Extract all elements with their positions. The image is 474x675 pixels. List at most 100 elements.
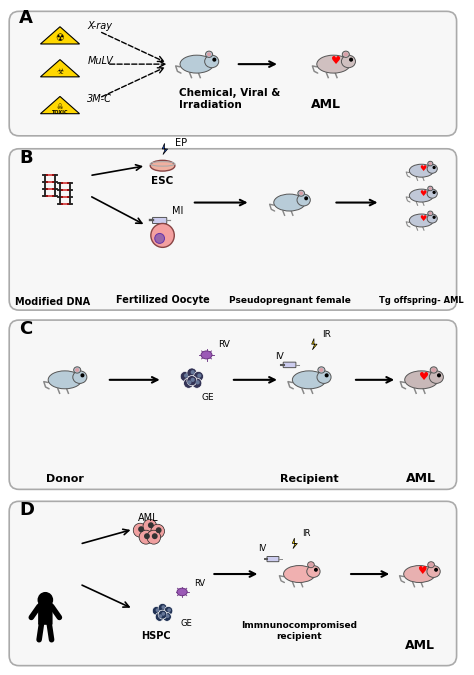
Circle shape (187, 368, 197, 378)
FancyBboxPatch shape (38, 603, 53, 625)
Text: IV: IV (258, 544, 266, 553)
Ellipse shape (428, 162, 432, 165)
Circle shape (139, 530, 153, 544)
Ellipse shape (48, 371, 82, 389)
Ellipse shape (427, 214, 438, 223)
Circle shape (158, 603, 167, 612)
Ellipse shape (427, 189, 438, 198)
Text: Modified DNA: Modified DNA (15, 297, 90, 307)
Ellipse shape (317, 55, 350, 73)
Text: HSPC: HSPC (141, 630, 171, 641)
Circle shape (167, 608, 171, 612)
FancyBboxPatch shape (267, 556, 279, 562)
Text: ☠: ☠ (57, 104, 63, 110)
Text: Fertilized Oocyte: Fertilized Oocyte (116, 295, 210, 305)
Text: GE: GE (201, 393, 214, 402)
Circle shape (155, 612, 164, 621)
Polygon shape (292, 538, 297, 549)
Circle shape (166, 614, 170, 618)
Ellipse shape (297, 194, 310, 206)
Text: AML: AML (138, 513, 159, 523)
Ellipse shape (428, 161, 433, 166)
Ellipse shape (344, 52, 348, 56)
Circle shape (435, 568, 438, 571)
Text: MI: MI (173, 205, 184, 215)
Text: Tg offspring- AML: Tg offspring- AML (379, 296, 464, 305)
Text: ☣: ☣ (56, 67, 64, 76)
Polygon shape (162, 143, 168, 155)
Ellipse shape (428, 211, 433, 215)
Polygon shape (40, 59, 80, 77)
Circle shape (164, 606, 173, 616)
Polygon shape (311, 339, 317, 350)
Ellipse shape (430, 367, 437, 373)
Text: GE: GE (180, 619, 192, 628)
Ellipse shape (410, 164, 434, 177)
Circle shape (147, 530, 161, 544)
Ellipse shape (431, 368, 436, 372)
Text: Chemical, Viral &
Irradiation: Chemical, Viral & Irradiation (179, 88, 281, 110)
Circle shape (192, 378, 202, 388)
Circle shape (37, 592, 53, 608)
Circle shape (191, 378, 195, 382)
Circle shape (155, 234, 164, 244)
FancyBboxPatch shape (9, 320, 456, 489)
Circle shape (305, 197, 308, 200)
Ellipse shape (405, 371, 438, 389)
Circle shape (193, 371, 203, 381)
Ellipse shape (427, 164, 438, 173)
Ellipse shape (283, 566, 315, 583)
Text: TOXIC: TOXIC (52, 111, 68, 115)
Circle shape (325, 374, 328, 377)
Ellipse shape (309, 563, 313, 566)
Ellipse shape (317, 371, 331, 383)
Circle shape (152, 533, 158, 539)
Ellipse shape (177, 588, 187, 595)
Circle shape (184, 373, 188, 378)
Text: A: A (19, 9, 33, 27)
Ellipse shape (206, 51, 212, 57)
Circle shape (158, 610, 167, 619)
Text: Recipient: Recipient (280, 475, 338, 485)
Text: RV: RV (194, 579, 205, 588)
Circle shape (433, 167, 435, 169)
Ellipse shape (201, 351, 212, 359)
FancyBboxPatch shape (153, 217, 167, 223)
Ellipse shape (180, 55, 213, 73)
FancyBboxPatch shape (283, 362, 296, 368)
Circle shape (433, 192, 435, 193)
Ellipse shape (308, 562, 314, 568)
Text: B: B (19, 148, 33, 167)
Ellipse shape (428, 187, 432, 190)
Ellipse shape (274, 194, 305, 211)
Text: ♥: ♥ (417, 566, 427, 576)
Text: RV: RV (218, 340, 230, 349)
Circle shape (151, 524, 164, 538)
Ellipse shape (205, 55, 219, 68)
Circle shape (148, 522, 154, 529)
Text: Donor: Donor (46, 475, 84, 485)
Ellipse shape (428, 186, 433, 191)
Text: Pseudopregnant female: Pseudopregnant female (228, 296, 350, 305)
Ellipse shape (307, 566, 320, 577)
Circle shape (183, 378, 193, 388)
Ellipse shape (75, 368, 79, 372)
Circle shape (155, 608, 159, 612)
FancyBboxPatch shape (9, 11, 456, 136)
Circle shape (133, 523, 147, 537)
Ellipse shape (429, 563, 433, 566)
Circle shape (138, 526, 144, 532)
Ellipse shape (319, 368, 324, 372)
Text: ☢: ☢ (55, 33, 64, 43)
Text: MuLV: MuLV (87, 56, 113, 66)
Ellipse shape (299, 191, 303, 195)
Text: IV: IV (275, 352, 283, 361)
Text: D: D (19, 502, 34, 519)
Text: ♥: ♥ (419, 189, 427, 198)
Ellipse shape (342, 51, 349, 57)
Ellipse shape (298, 190, 304, 196)
Circle shape (163, 612, 172, 621)
Ellipse shape (292, 371, 326, 389)
FancyBboxPatch shape (9, 148, 456, 310)
Circle shape (187, 380, 191, 385)
